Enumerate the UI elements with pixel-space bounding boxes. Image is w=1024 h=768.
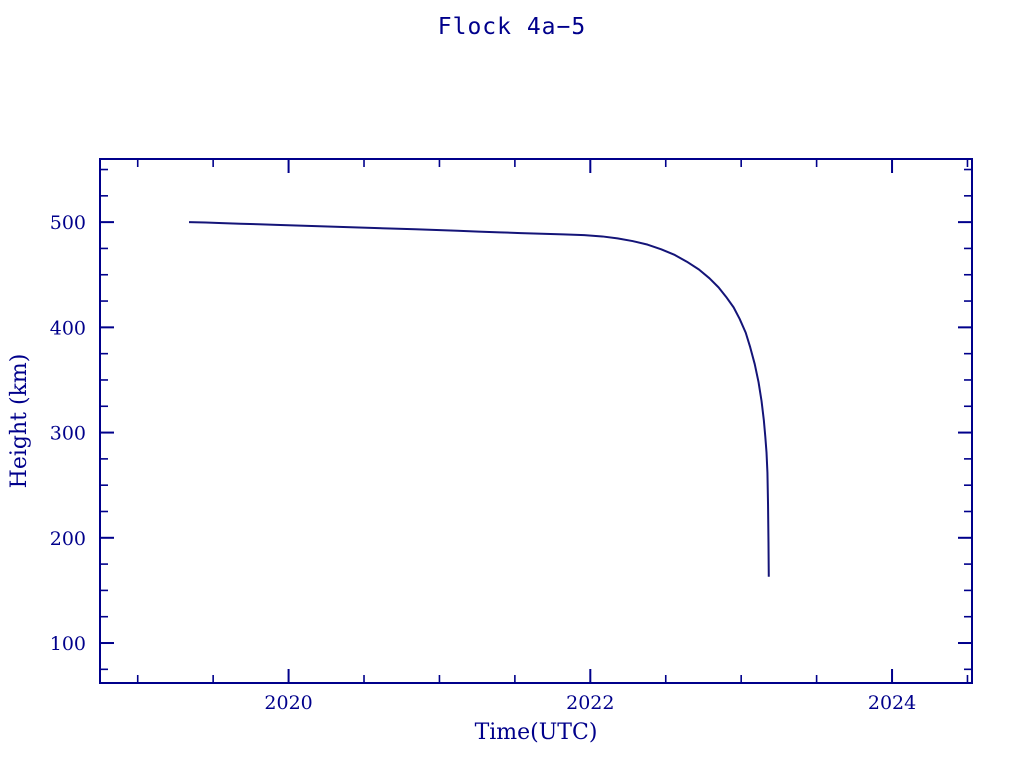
x-tick-label: 2022: [566, 692, 614, 714]
x-tick-label: 2024: [868, 692, 916, 714]
y-axis-tick-labels: 100 200 300 400 500: [50, 212, 86, 655]
y-tick-label: 100: [50, 633, 86, 655]
y-tick-label: 200: [50, 528, 86, 550]
page-title: Flock 4a−5: [437, 14, 587, 40]
x-axis-title: Time(UTC): [475, 720, 598, 745]
y-tick-label: 300: [50, 423, 86, 445]
y-tick-label: 400: [50, 317, 86, 339]
y-tick-label: 500: [50, 212, 86, 234]
y-axis-title: Height (km): [7, 354, 32, 489]
x-tick-label: 2020: [264, 692, 312, 714]
x-axis-tick-labels: 2020 2022 2024: [264, 692, 916, 714]
x-axis-ticks: [136, 159, 969, 683]
plot-frame: [99, 158, 973, 684]
data-series-line: [188, 221, 770, 577]
y-axis-ticks: [100, 168, 972, 671]
